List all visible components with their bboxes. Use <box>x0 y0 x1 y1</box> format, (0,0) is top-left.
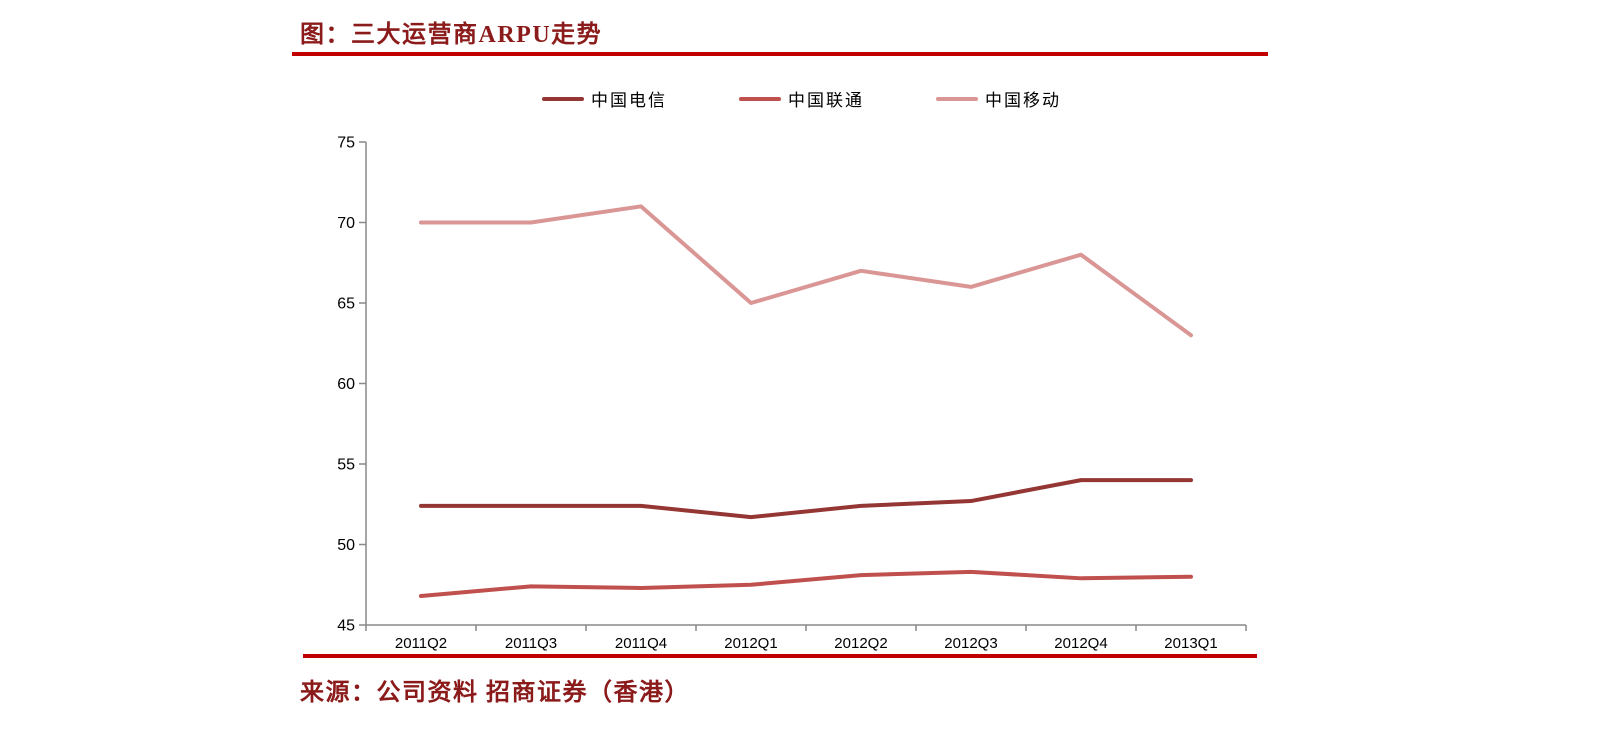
x-tick-label: 2012Q2 <box>834 635 887 652</box>
series-line-china-mobile <box>419 204 1193 338</box>
legend-item-china-mobile: 中国移动 <box>936 86 1061 111</box>
x-tick-label: 2011Q2 <box>395 635 447 652</box>
series-line-china-unicom <box>419 569 1193 599</box>
footer-rule <box>303 654 1257 658</box>
legend-swatch-china-unicom <box>739 96 781 101</box>
arpu-line-chart-svg: 45 50 55 60 65 70 75 2011Q2 2011Q3 2011Q4 2012Q1 20… <box>337 135 1247 652</box>
title-rule <box>292 52 1268 56</box>
y-tick-label: 70 <box>337 215 355 232</box>
y-tick-label: 75 <box>337 135 355 152</box>
x-tick-label: 2013Q1 <box>1164 635 1217 652</box>
x-tick-label: 2011Q3 <box>505 635 557 652</box>
y-tick-label: 45 <box>337 618 355 635</box>
chart-title: 图：三大运营商ARPU走势 <box>300 22 603 48</box>
legend-swatch-china-mobile <box>936 96 978 101</box>
legend-label-china-mobile: 中国移动 <box>985 91 1061 110</box>
y-tick-label: 50 <box>337 537 355 554</box>
x-tick-label: 2012Q3 <box>944 635 997 652</box>
chart-area: 45 50 55 60 65 70 75 2011Q2 2011Q3 2011Q4 2012Q1 20… <box>330 128 1280 663</box>
legend-item-china-unicom: 中国联通 <box>739 86 864 111</box>
legend-label-china-telecom: 中国电信 <box>591 91 667 110</box>
y-tick-label: 55 <box>337 457 355 474</box>
legend-label-china-unicom: 中国联通 <box>788 91 864 110</box>
y-tick-label: 65 <box>337 296 355 313</box>
legend-swatch-china-telecom <box>542 96 584 101</box>
chart-legend: 中国电信 中国联通 中国移动 <box>542 86 1061 111</box>
series-line-china-telecom <box>419 478 1193 520</box>
x-tick-label: 2012Q4 <box>1054 635 1107 652</box>
x-tick-label: 2012Q1 <box>724 635 777 652</box>
x-tick-label: 2011Q4 <box>615 635 667 652</box>
y-tick-label: 60 <box>337 376 355 393</box>
source-note: 来源：公司资料 招商证券（香港） <box>300 680 690 706</box>
legend-item-china-telecom: 中国电信 <box>542 86 667 111</box>
